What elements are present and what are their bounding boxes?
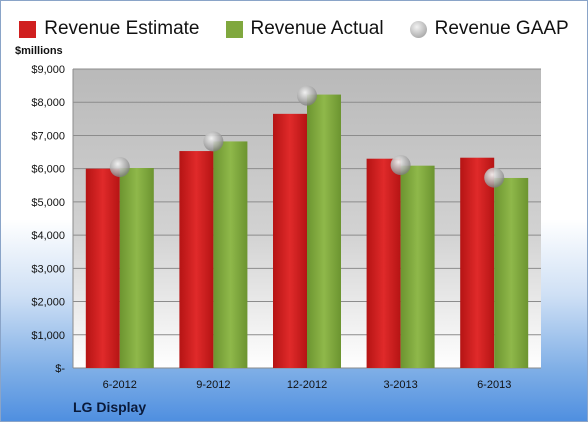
y-tick-label: $3,000 bbox=[31, 263, 65, 275]
x-tick-label: 9-2012 bbox=[196, 379, 230, 391]
point-revenue-gaap bbox=[203, 131, 224, 152]
point-revenue-gaap bbox=[297, 85, 317, 106]
y-tick-label: $9,000 bbox=[31, 64, 65, 76]
legend-label-gaap: Revenue GAAP bbox=[434, 18, 569, 39]
legend-label-estimate: Revenue Estimate bbox=[44, 18, 200, 39]
bar-revenue-estimate bbox=[366, 158, 401, 368]
point-revenue-gaap bbox=[109, 157, 130, 178]
legend-swatch-estimate bbox=[19, 20, 37, 38]
x-tick-label: 6-2012 bbox=[103, 379, 137, 391]
bar-revenue-estimate bbox=[179, 151, 214, 368]
x-tick-label: 6-2013 bbox=[477, 379, 511, 391]
bar-revenue-estimate bbox=[460, 157, 495, 368]
legend-swatch-gaap bbox=[409, 20, 427, 38]
point-revenue-gaap bbox=[390, 155, 411, 176]
y-tick-label: $5,000 bbox=[31, 197, 65, 209]
point-revenue-gaap bbox=[484, 167, 505, 188]
y-tick-labels: $- $1,000 $2,000 $3,000 $4,000 $5,000 $6,000 $7… bbox=[31, 64, 65, 375]
bar-revenue-actual bbox=[307, 94, 341, 368]
bar-revenue-actual bbox=[213, 141, 248, 368]
y-tick-label: $6,000 bbox=[31, 164, 65, 176]
bar-revenue-estimate bbox=[273, 113, 307, 368]
legend-item-estimate: Revenue Estimate bbox=[19, 18, 200, 40]
bar-revenue-estimate bbox=[85, 168, 120, 368]
y-tick-label: $7,000 bbox=[31, 130, 65, 142]
legend-item-gaap: Revenue GAAP bbox=[409, 18, 569, 40]
y-tick-label: $1,000 bbox=[31, 330, 65, 342]
legend: Revenue Estimate Revenue Actual Revenue … bbox=[1, 15, 587, 43]
x-tick-labels: 6-2012 9-2012 12-2012 3-2013 6-2013 bbox=[103, 379, 512, 391]
legend-label-actual: Revenue Actual bbox=[250, 18, 384, 39]
x-tick-label: 3-2013 bbox=[383, 379, 417, 391]
legend-swatch-actual bbox=[225, 20, 243, 38]
bar-revenue-actual bbox=[494, 177, 529, 368]
gaap-points bbox=[109, 85, 505, 188]
y-tick-label: $- bbox=[55, 363, 65, 375]
y-tick-label: $4,000 bbox=[31, 230, 65, 242]
bar-revenue-actual bbox=[400, 165, 435, 368]
bars bbox=[85, 94, 529, 368]
y-tick-label: $8,000 bbox=[31, 97, 65, 109]
company-label: LG Display bbox=[73, 399, 147, 415]
bar-revenue-actual bbox=[119, 168, 154, 368]
y-axis-unit-label: $millions bbox=[15, 45, 63, 57]
legend-item-actual: Revenue Actual bbox=[225, 18, 384, 40]
x-tick-label: 12-2012 bbox=[287, 379, 327, 391]
y-tick-label: $2,000 bbox=[31, 297, 65, 309]
